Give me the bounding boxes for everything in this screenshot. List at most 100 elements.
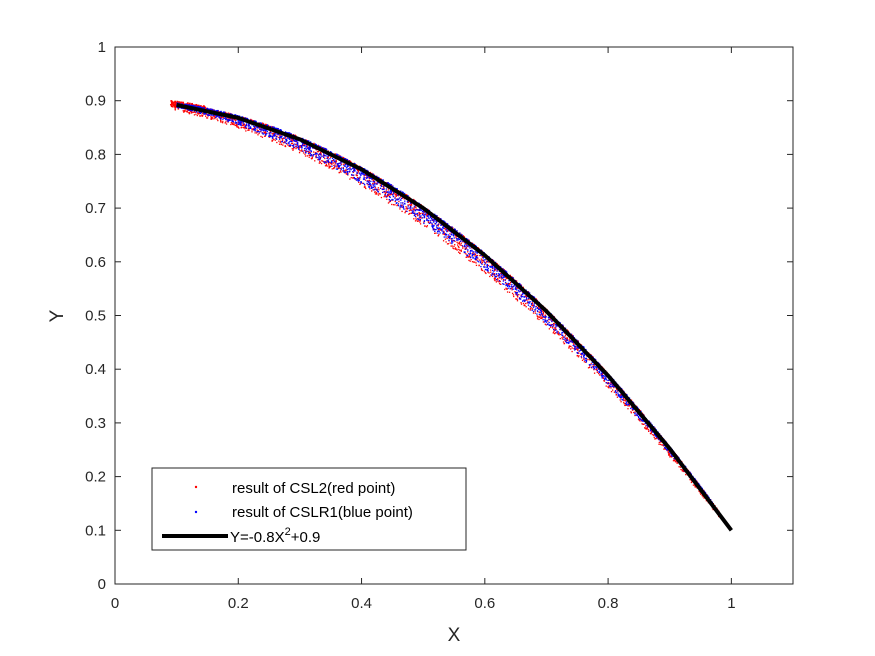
scatter-point [268, 135, 270, 137]
scatter-point [373, 180, 376, 183]
scatter-point [647, 429, 650, 431]
scatter-point [505, 271, 507, 273]
scatter-point [406, 208, 409, 210]
scatter-point [561, 332, 563, 334]
scatter-point [516, 298, 518, 300]
scatter-point [242, 116, 244, 118]
scatter-point [315, 152, 318, 155]
scatter-point [215, 110, 217, 112]
scatter-point [420, 215, 422, 217]
scatter-point [569, 341, 571, 343]
scatter-point [450, 231, 453, 234]
scatter-point [434, 232, 436, 234]
scatter-point [319, 151, 322, 154]
scatter-point [309, 141, 312, 143]
scatter-point [557, 331, 559, 333]
scatter-point [593, 366, 595, 369]
scatter-point [495, 275, 498, 278]
scatter-point [524, 304, 526, 307]
scatter-point [294, 140, 296, 143]
scatter-point [394, 204, 396, 206]
scatter-point [231, 113, 233, 116]
scatter-point [252, 129, 254, 131]
scatter-point [324, 157, 326, 160]
scatter-point [559, 337, 561, 340]
scatter-point [290, 139, 292, 142]
scatter-point [657, 438, 660, 441]
scatter-point [564, 338, 567, 340]
scatter-point [612, 385, 614, 387]
scatter-point [415, 219, 417, 221]
scatter-point [223, 111, 226, 113]
scatter-point [534, 308, 537, 310]
scatter-point [287, 142, 289, 144]
scatter-point [476, 260, 479, 262]
scatter-point [497, 277, 499, 280]
scatter-point [483, 259, 485, 261]
scatter-point [505, 283, 508, 286]
scatter-point [532, 296, 535, 298]
scatter-point [525, 296, 527, 298]
scatter-point [389, 192, 392, 195]
scatter-point [426, 217, 428, 219]
scatter-point [191, 109, 193, 111]
scatter-point [469, 256, 472, 259]
scatter-point [289, 145, 291, 147]
scatter-point [511, 283, 513, 286]
scatter-point [230, 122, 233, 124]
scatter-point [250, 118, 252, 121]
scatter-point [212, 116, 214, 118]
scatter-point [535, 298, 537, 300]
scatter-point [385, 190, 388, 192]
scatter-point [459, 249, 461, 251]
scatter-point [350, 168, 352, 171]
scatter-point [356, 173, 358, 175]
scatter-point [544, 316, 546, 318]
scatter-point [380, 196, 383, 199]
scatter-point [605, 377, 607, 380]
scatter-point [432, 225, 434, 227]
scatter-point [264, 132, 266, 134]
scatter-point [270, 134, 272, 136]
scatter-point [306, 146, 308, 149]
scatter-point [356, 174, 358, 177]
scatter-point [664, 447, 667, 449]
scatter-point [319, 145, 321, 147]
scatter-point [265, 123, 267, 126]
scatter-point [595, 366, 597, 369]
scatter-point [372, 189, 374, 191]
scatter-point [690, 481, 693, 484]
scatter-point [254, 127, 256, 130]
scatter-point [549, 326, 552, 328]
scatter-point [198, 112, 200, 115]
scatter-point [410, 212, 412, 214]
scatter-point [272, 134, 274, 136]
scatter-point [467, 251, 469, 253]
scatter-point [426, 225, 429, 227]
scatter-point [310, 150, 312, 153]
scatter-point [308, 148, 310, 150]
scatter-point [565, 342, 568, 344]
scatter-point [608, 387, 610, 389]
scatter-point [426, 213, 428, 216]
scatter-point [550, 324, 552, 327]
scatter-point [421, 213, 424, 216]
scatter-point [205, 115, 207, 117]
scatter-point [583, 358, 585, 360]
scatter-point [342, 167, 345, 170]
scatter-point [522, 292, 524, 294]
scatter-point [223, 111, 225, 113]
scatter-point [528, 302, 530, 304]
scatter-point [522, 295, 524, 298]
scatter-point [323, 161, 325, 163]
scatter-point [518, 283, 520, 285]
scatter-point [295, 145, 297, 148]
scatter-point [474, 253, 477, 256]
scatter-point [302, 152, 305, 154]
scatter-point [526, 298, 528, 300]
scatter-point [577, 349, 579, 351]
scatter-point [174, 107, 177, 109]
scatter-point [679, 466, 682, 468]
scatter-point [556, 325, 559, 327]
scatter-point [394, 192, 396, 194]
